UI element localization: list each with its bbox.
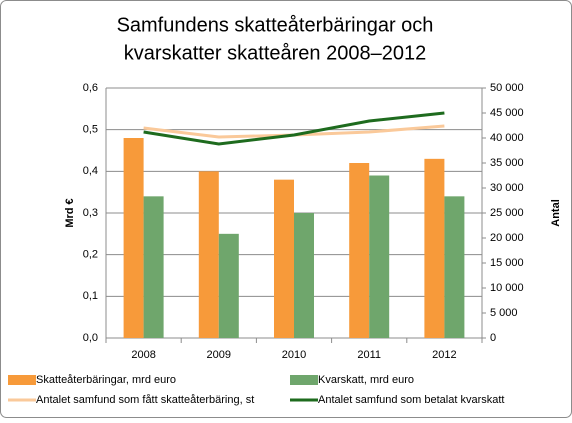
y2-tick-label: 40 000 <box>490 132 524 144</box>
legend-label: Antalet samfund som fått skatteåterbärin… <box>36 394 254 406</box>
y2-tick-label: 20 000 <box>490 232 524 244</box>
bar <box>369 175 390 338</box>
bar <box>218 233 239 338</box>
y-tick-label: 0,0 <box>83 332 98 344</box>
y2-tick-label: 30 000 <box>490 182 524 194</box>
x-tick-label: 2012 <box>432 349 456 361</box>
y2-tick-label: 35 000 <box>490 157 524 169</box>
y2-tick-label: 45 000 <box>490 107 524 119</box>
y-axis-title: Mrd € <box>64 198 76 227</box>
y-tick-label: 0,1 <box>83 290 98 302</box>
chart-title: Samfundens skatteåterbäringar och <box>117 14 434 36</box>
bar <box>198 171 219 338</box>
y2-tick-label: 15 000 <box>490 257 524 269</box>
line <box>143 111 445 146</box>
x-tick-label: 2011 <box>357 349 381 361</box>
chart-title: kvarskatter skatteåren 2008–2012 <box>124 42 426 64</box>
legend-label: Skatteåterbäringar, mrd euro <box>36 374 176 386</box>
bar <box>349 163 370 338</box>
legend-label: Kvarskatt, mrd euro <box>318 374 414 386</box>
bar <box>143 196 164 338</box>
x-tick-label: 2008 <box>131 349 155 361</box>
y-tick-label: 0,6 <box>83 82 98 94</box>
y2-tick-label: 25 000 <box>490 207 524 219</box>
y-tick-label: 0,4 <box>83 165 98 177</box>
bar <box>274 179 294 338</box>
y2-tick-label: 50 000 <box>490 82 524 94</box>
x-tick-label: 2010 <box>282 349 306 361</box>
bar <box>444 196 465 338</box>
y-tick-label: 0,5 <box>83 124 98 136</box>
y2-tick-label: 0 <box>490 332 496 344</box>
legend-swatch <box>290 375 318 385</box>
bar <box>123 138 144 338</box>
bar <box>424 158 445 338</box>
y-tick-label: 0,3 <box>83 207 98 219</box>
legend-label: Antalet samfund som betalat kvarskatt <box>318 394 504 406</box>
legend-swatch <box>8 375 36 385</box>
y2-axis-title: Antal <box>550 199 562 227</box>
y2-tick-label: 5 000 <box>490 307 518 319</box>
x-tick-label: 2009 <box>207 349 231 361</box>
y-tick-label: 0,2 <box>83 249 98 261</box>
bar <box>294 213 314 338</box>
y2-tick-label: 10 000 <box>490 282 524 294</box>
